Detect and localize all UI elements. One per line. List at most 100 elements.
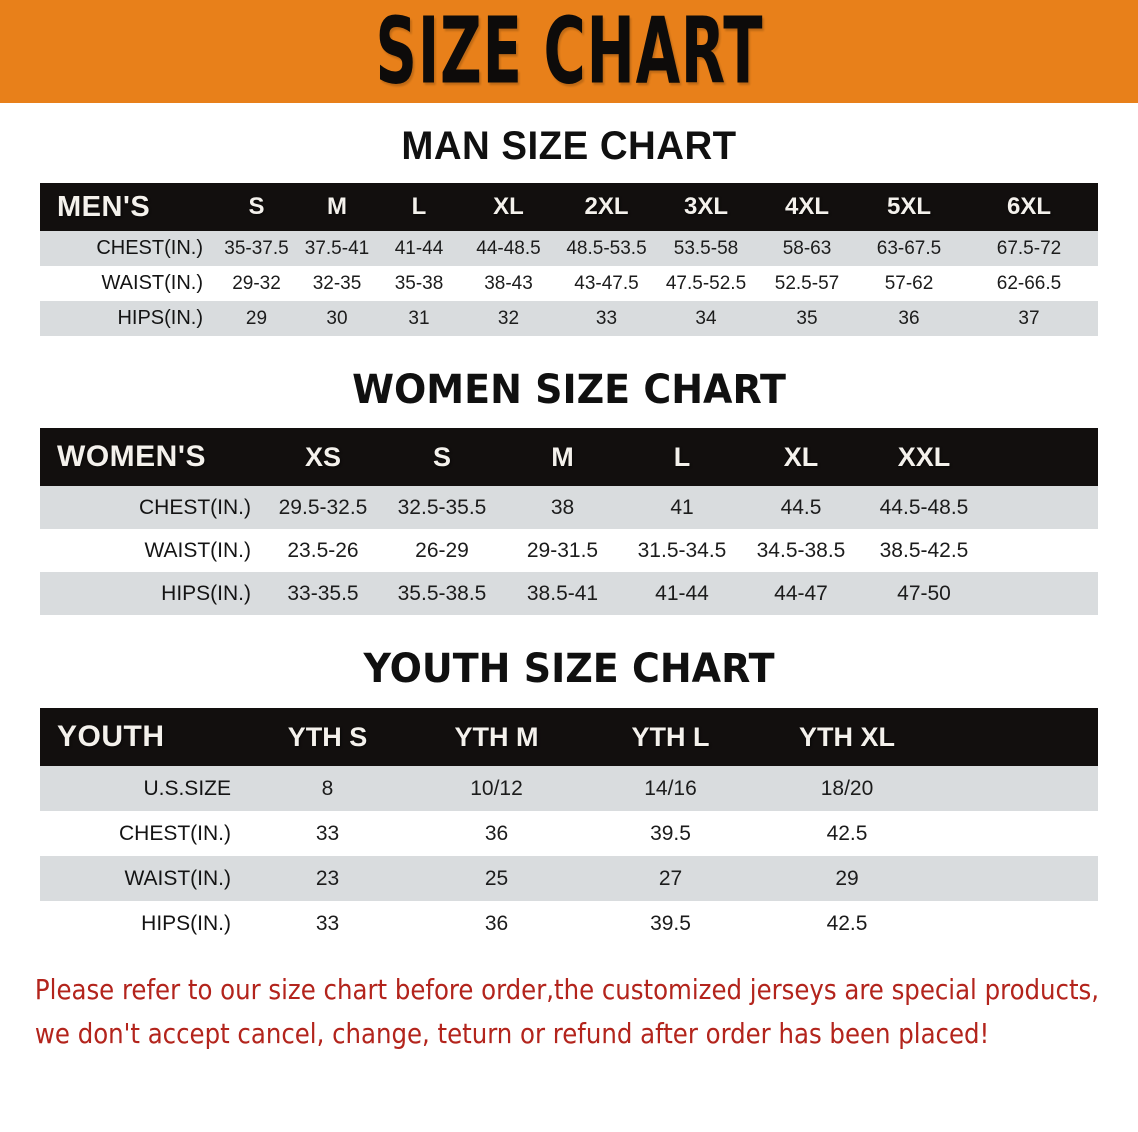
women-cell-2-3: 41-44 <box>655 581 709 605</box>
man-cell-1-5: 47.5-52.5 <box>665 272 747 294</box>
women-cell-2-5: 47-50 <box>897 581 951 605</box>
man-corner-label: MEN'S <box>57 190 151 223</box>
man-cell-1-2: 35-38 <box>394 272 444 294</box>
man-cell-0-4: 48.5-53.5 <box>566 237 647 259</box>
man-cell-0-7: 63-67.5 <box>876 237 942 259</box>
youth-cell-2-1: 25 <box>484 866 509 890</box>
women-col-header-3: L <box>673 441 691 472</box>
youth-cell-2-0: 23 <box>315 866 340 890</box>
man-cell-1-8: 62-66.5 <box>996 272 1062 294</box>
man-row-label-1: WAIST(IN.) <box>101 272 203 294</box>
table-row: U.S.SIZE 8 10/12 14/16 18/20 <box>40 766 1098 811</box>
youth-col-header-2: YTH L <box>631 721 710 752</box>
man-cell-2-6: 35 <box>796 307 818 329</box>
man-table-header-row: MEN'S S M L XL 2XL 3XL 4XL 5XL 6XL <box>40 183 1098 231</box>
youth-cell-spacer <box>936 766 1098 811</box>
women-header-spacer <box>988 428 1098 486</box>
women-cell-2-2: 38.5-41 <box>526 581 599 605</box>
youth-cell-spacer <box>936 856 1098 901</box>
man-col-header-6: 4XL <box>784 193 829 220</box>
women-cell-1-3: 31.5-34.5 <box>637 538 727 562</box>
women-cell-1-4: 34.5-38.5 <box>756 538 846 562</box>
youth-row-label-3: HIPS(IN.) <box>141 911 231 935</box>
man-cell-1-1: 32-35 <box>312 272 362 294</box>
youth-row-label-1: CHEST(IN.) <box>119 821 231 845</box>
man-cell-1-6: 52.5-57 <box>774 272 840 294</box>
table-row: CHEST(IN.) 33 36 39.5 42.5 <box>40 811 1098 856</box>
youth-header-spacer <box>936 708 1098 766</box>
youth-cell-2-2: 27 <box>658 866 683 890</box>
table-row: CHEST(IN.) 29.5-32.5 32.5-35.5 38 41 44.… <box>40 486 1098 529</box>
women-col-header-2: M <box>551 441 574 472</box>
youth-cell-3-2: 39.5 <box>650 911 691 935</box>
youth-col-header-0: YTH S <box>287 721 368 752</box>
youth-col-header-3: YTH XL <box>798 721 895 752</box>
man-cell-0-2: 41-44 <box>394 237 444 259</box>
man-cell-2-1: 30 <box>326 307 348 329</box>
man-cell-1-4: 43-47.5 <box>574 272 639 294</box>
youth-cell-spacer <box>936 811 1098 856</box>
youth-cell-1-2: 39.5 <box>650 821 691 845</box>
youth-size-table: YOUTH YTH S YTH M YTH L YTH XL U.S.SIZE … <box>40 708 1098 946</box>
youth-cell-3-0: 33 <box>315 911 340 935</box>
man-cell-1-0: 29-32 <box>232 272 281 294</box>
man-col-header-2: L <box>411 193 427 220</box>
women-section-title: WOMEN SIZE CHART <box>352 367 786 413</box>
man-cell-0-8: 67.5-72 <box>996 237 1062 259</box>
table-row: CHEST(IN.) 35-37.5 37.5-41 41-44 44-48.5… <box>40 231 1098 266</box>
youth-cell-1-0: 33 <box>315 821 340 845</box>
women-cell-1-0: 23.5-26 <box>287 538 359 562</box>
table-row: HIPS(IN.) 33 36 39.5 42.5 <box>40 901 1098 946</box>
women-col-header-0: XS <box>304 441 342 472</box>
man-cell-2-0: 29 <box>245 307 268 329</box>
women-row-label-1: WAIST(IN.) <box>144 538 251 562</box>
youth-corner-label: YOUTH <box>57 720 165 753</box>
table-row: WAIST(IN.) 29-32 32-35 35-38 38-43 43-47… <box>40 266 1098 301</box>
man-col-header-1: M <box>327 193 347 220</box>
women-col-header-5: XXL <box>897 441 951 472</box>
man-col-header-4: 2XL <box>584 193 629 220</box>
man-cell-0-1: 37.5-41 <box>304 237 370 259</box>
women-cell-1-1: 26-29 <box>415 538 469 562</box>
women-cell-0-4: 44.5 <box>780 495 822 519</box>
man-cell-2-4: 33 <box>595 307 618 329</box>
women-col-header-4: XL <box>783 441 819 472</box>
man-cell-0-5: 53.5-58 <box>673 237 739 259</box>
man-size-table: MEN'S S M L XL 2XL 3XL 4XL 5XL 6XL CHEST… <box>40 183 1098 336</box>
women-cell-0-5: 44.5-48.5 <box>879 495 969 519</box>
disclaimer-line-2: we don't accept cancel, change, teturn o… <box>34 1017 990 1050</box>
man-cell-2-7: 36 <box>898 307 920 329</box>
youth-cell-1-1: 36 <box>484 821 509 845</box>
women-corner-label: WOMEN'S <box>57 440 206 473</box>
banner-title: SIZE CHART <box>375 0 763 103</box>
man-cell-0-0: 35-37.5 <box>224 237 289 259</box>
women-cell-0-0: 29.5-32.5 <box>278 495 368 519</box>
man-cell-2-3: 32 <box>497 307 520 329</box>
man-row-label-2: HIPS(IN.) <box>117 307 203 329</box>
women-row-label-2: HIPS(IN.) <box>161 581 251 605</box>
women-cell-spacer <box>988 529 1098 572</box>
women-cell-2-4: 44-47 <box>774 581 828 605</box>
youth-cell-3-1: 36 <box>484 911 509 935</box>
man-row-label-0: CHEST(IN.) <box>96 237 203 259</box>
youth-cell-0-3: 18/20 <box>820 776 874 800</box>
man-cell-2-8: 37 <box>1018 307 1040 329</box>
youth-cell-0-1: 10/12 <box>470 776 523 800</box>
women-cell-0-1: 32.5-35.5 <box>397 495 487 519</box>
man-col-header-5: 3XL <box>683 193 728 220</box>
women-cell-spacer <box>988 486 1098 529</box>
youth-col-header-1: YTH M <box>454 721 539 752</box>
man-col-header-0: S <box>248 193 265 220</box>
women-table-header-row: WOMEN'S XS S M L XL XXL <box>40 428 1098 486</box>
women-row-label-0: CHEST(IN.) <box>139 495 251 519</box>
page-banner: SIZE CHART <box>0 0 1138 103</box>
man-cell-0-3: 44-48.5 <box>476 237 541 259</box>
man-cell-2-5: 34 <box>695 307 717 329</box>
women-size-table: WOMEN'S XS S M L XL XXL CHEST(IN.) 29.5-… <box>40 428 1098 615</box>
women-cell-0-3: 41 <box>670 495 694 519</box>
youth-section-title: YOUTH SIZE CHART <box>363 646 775 692</box>
youth-table-header-row: YOUTH YTH S YTH M YTH L YTH XL <box>40 708 1098 766</box>
man-col-header-3: XL <box>493 193 524 220</box>
man-cell-0-6: 58-63 <box>782 237 832 259</box>
